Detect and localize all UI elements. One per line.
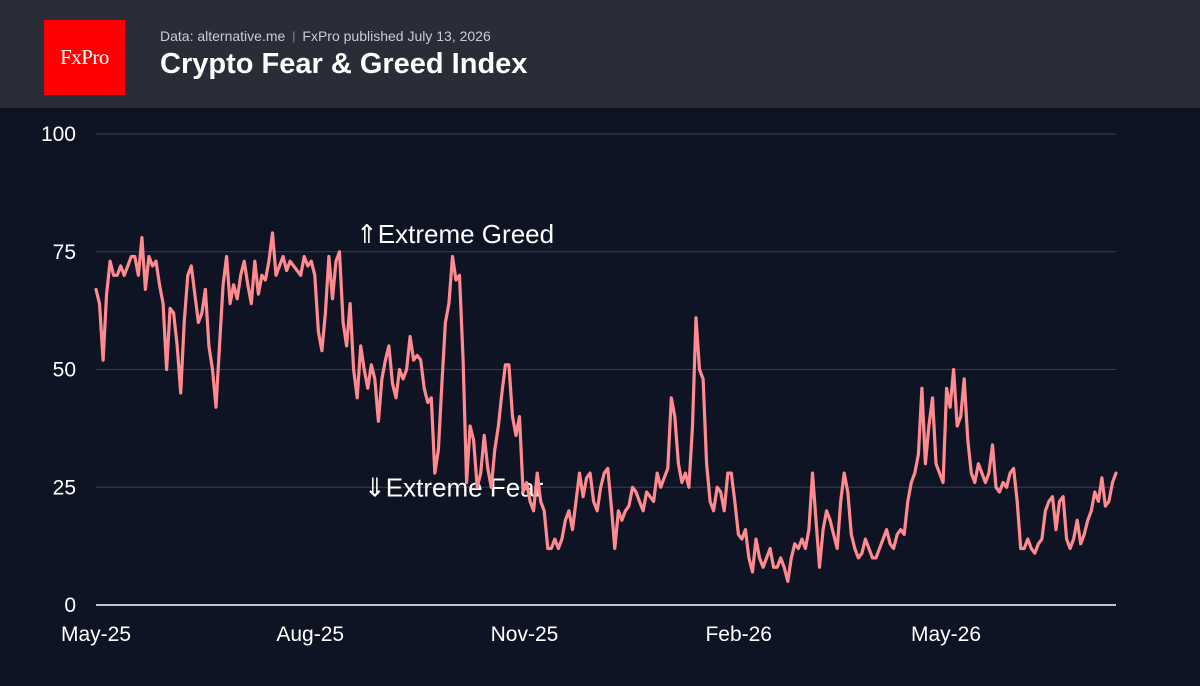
chart-title: Crypto Fear & Greed Index (160, 48, 528, 80)
x-axis-ticks: May-25 Aug-25 Nov-25 Feb-26 May-26 (61, 623, 981, 646)
extreme-fear-label: ⇓Extreme Fear (364, 472, 544, 502)
publish-info: FxPro published July 13, 2026 (302, 28, 491, 44)
data-source: Data: alternative.me (160, 28, 286, 44)
x-tick-label: Feb-26 (705, 623, 772, 646)
chart-meta: Data: alternative.me | FxPro published J… (160, 28, 491, 44)
fxpro-logo: FxPro (44, 20, 125, 95)
y-axis-ticks: 0 25 50 75 100 (41, 123, 76, 617)
x-tick-label: Aug-25 (276, 623, 344, 646)
separator: | (292, 29, 296, 43)
extreme-greed-label: ⇑Extreme Greed (356, 219, 554, 249)
y-tick-label: 75 (53, 241, 76, 264)
x-tick-label: May-25 (61, 623, 131, 646)
y-tick-label: 25 (53, 476, 76, 499)
annotations: ⇑Extreme Greed ⇓Extreme Fear (356, 219, 554, 503)
y-tick-label: 100 (41, 123, 76, 146)
series-line (94, 231, 1118, 583)
y-tick-label: 0 (64, 594, 76, 617)
x-tick-label: Nov-25 (491, 623, 559, 646)
y-tick-label: 50 (53, 359, 76, 382)
x-tick-label: May-26 (911, 623, 981, 646)
grid-lines (96, 133, 1116, 606)
header-bar: FxPro Data: alternative.me | FxPro publi… (0, 0, 1200, 108)
